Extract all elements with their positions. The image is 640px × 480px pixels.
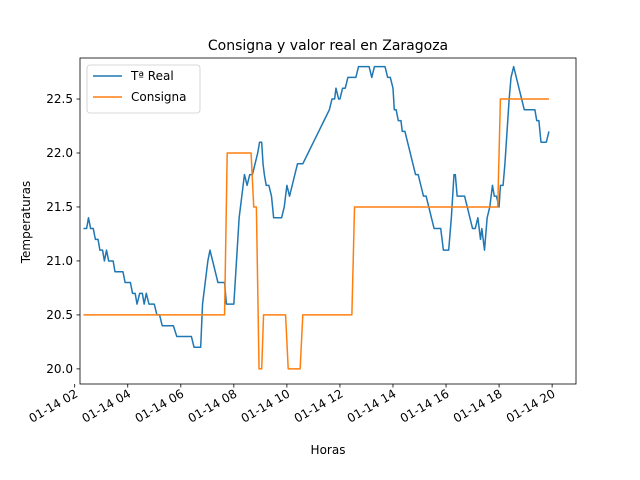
y-tick-label: 22.5 <box>46 92 73 106</box>
y-tick-label: 21.0 <box>46 254 73 268</box>
legend-label-consigna: Consigna <box>131 90 187 104</box>
axes-frame <box>79 57 577 385</box>
x-axis-label: Horas <box>311 443 346 457</box>
legend: Tª Real Consigna <box>86 64 201 114</box>
legend-box <box>86 64 201 114</box>
chart-title: Consigna y valor real en Zaragoza <box>208 38 448 54</box>
y-tick-label: 21.5 <box>46 200 73 214</box>
series-line-consigna <box>83 98 549 370</box>
y-tick-label: 20.5 <box>46 308 73 322</box>
series-line-real <box>83 65 550 349</box>
y-axis-label: Temperaturas <box>19 181 33 265</box>
y-tick-label: 20.0 <box>46 362 73 376</box>
legend-label-real: Tª Real <box>130 69 174 83</box>
y-tick-label: 22.0 <box>46 146 73 160</box>
